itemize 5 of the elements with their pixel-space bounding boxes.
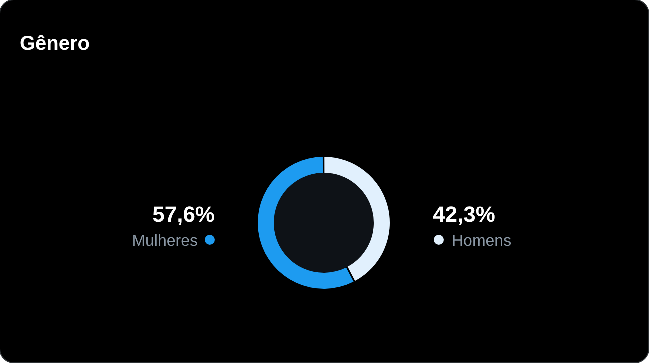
slice-label: Mulheres <box>132 233 198 250</box>
chart-title: Gênero <box>20 33 90 55</box>
data-label: 57,6% <box>152 202 215 227</box>
legend-label: Homens <box>452 233 512 250</box>
data-label: 42,3% <box>433 202 496 227</box>
